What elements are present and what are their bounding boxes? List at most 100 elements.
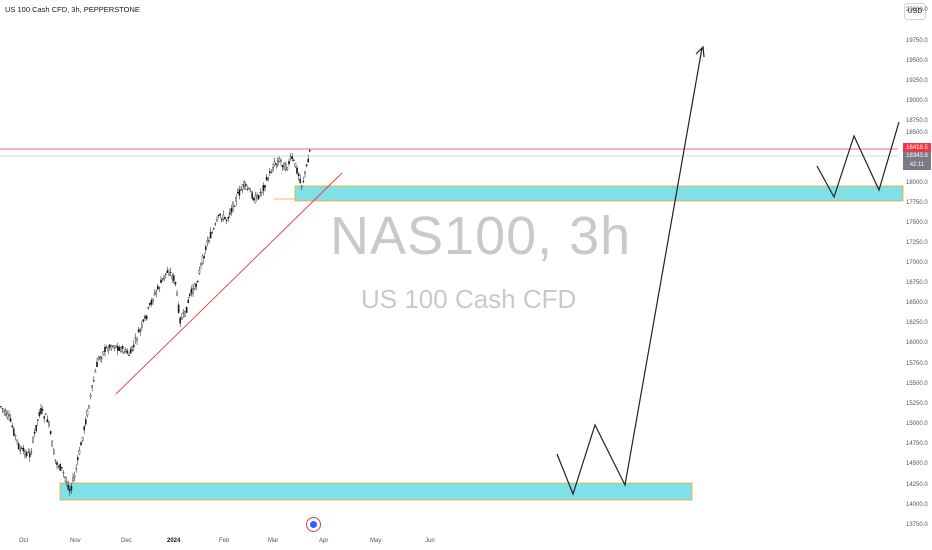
candle-body xyxy=(1,408,4,410)
price-tick: 14250.0 xyxy=(906,482,928,488)
candle-body xyxy=(184,310,186,317)
candle-body xyxy=(201,255,204,264)
candle-body xyxy=(72,477,74,481)
candle-body xyxy=(112,345,114,347)
candle-body xyxy=(251,192,254,199)
candle-body xyxy=(267,177,270,181)
candle-body xyxy=(155,291,158,294)
candle-body xyxy=(171,275,174,280)
price-tick: 15500.0 xyxy=(906,381,928,387)
candle-body xyxy=(241,184,244,190)
candle-body xyxy=(33,431,36,434)
price-tick: 17000.0 xyxy=(906,260,928,266)
candle-body xyxy=(190,288,193,294)
currency-button[interactable]: USD xyxy=(904,3,926,20)
candle-body xyxy=(294,162,297,168)
candle-body xyxy=(217,214,220,216)
economic-events-icon[interactable] xyxy=(306,517,321,532)
candle-body xyxy=(53,449,55,455)
candle-body xyxy=(262,185,265,191)
candle-body xyxy=(8,414,10,417)
candle-body xyxy=(97,357,100,360)
candle-body xyxy=(182,312,185,314)
candle-body xyxy=(80,442,82,446)
candle-body xyxy=(297,173,300,176)
price-tick: 16250.0 xyxy=(906,320,928,326)
candle-body xyxy=(120,347,122,353)
candle-body xyxy=(289,156,292,159)
time-label: Feb xyxy=(219,538,230,544)
candle-body xyxy=(240,189,242,191)
candle-body xyxy=(198,270,201,274)
price-tick: 13750.0 xyxy=(906,522,928,528)
candle-body xyxy=(275,163,278,166)
price-tick: 17250.0 xyxy=(906,240,928,246)
description-watermark: US 100 Cash CFD xyxy=(361,284,577,314)
candle-body xyxy=(200,263,202,266)
resistance-zone-upper xyxy=(294,185,904,202)
candle-body xyxy=(104,346,106,352)
candle-body xyxy=(12,428,15,436)
candle-body xyxy=(142,319,145,322)
candle-body xyxy=(48,421,50,426)
support-zone-lower xyxy=(59,482,693,501)
candle-body xyxy=(212,228,215,230)
candle-body xyxy=(222,214,225,220)
candle-body xyxy=(51,440,53,447)
candle-body xyxy=(249,190,252,193)
candle-body xyxy=(17,443,20,450)
candle-body xyxy=(126,350,129,354)
candle-body xyxy=(140,323,143,328)
candle-body xyxy=(91,385,93,388)
time-label: May xyxy=(370,538,382,544)
candle-body xyxy=(180,317,183,320)
time-label: Dec xyxy=(121,538,132,544)
time-label-year: 2024 xyxy=(167,538,181,544)
candle-body xyxy=(6,413,9,418)
candle-body xyxy=(38,412,41,416)
candle-body xyxy=(301,185,303,187)
candle-body xyxy=(161,278,164,280)
candle-body xyxy=(67,484,69,490)
candle-body xyxy=(168,273,170,276)
candle-body xyxy=(235,196,238,202)
candle-body xyxy=(224,216,226,220)
candle-body xyxy=(283,162,286,170)
candle-body xyxy=(265,176,268,180)
candle-body xyxy=(299,178,302,184)
last-price-label: 18418.5 xyxy=(903,143,931,152)
candle-body xyxy=(259,192,262,194)
candle-body xyxy=(11,425,14,428)
price-tick: 18500.0 xyxy=(906,130,928,136)
candle-body xyxy=(166,270,169,273)
candle-body xyxy=(110,346,113,350)
candle-body xyxy=(252,198,255,201)
candle-body xyxy=(163,275,166,280)
candle-body xyxy=(19,449,22,452)
candle-body xyxy=(0,406,2,408)
candlestick-series xyxy=(0,149,311,496)
candle-body xyxy=(214,223,217,225)
candle-body xyxy=(43,416,45,419)
candle-body xyxy=(264,185,266,188)
price-axis[interactable]: 20000.0 19750.0 19500.0 19250.0 19000.0 … xyxy=(898,0,932,550)
price-tick: 16000.0 xyxy=(906,340,928,346)
candle-body xyxy=(35,425,37,431)
candle-body xyxy=(21,447,23,449)
candle-body xyxy=(49,431,52,434)
candle-body xyxy=(216,219,218,222)
time-label: Nov xyxy=(70,538,81,544)
candle-body xyxy=(246,188,249,190)
candle-body xyxy=(169,271,172,274)
ask-price-value: 18343.8 xyxy=(906,153,928,159)
candle-body xyxy=(248,187,250,190)
price-tick: 19750.0 xyxy=(906,38,928,44)
candle-body xyxy=(187,299,190,303)
projection-path-lower xyxy=(556,47,703,496)
candle-body xyxy=(99,356,101,359)
candle-body xyxy=(61,467,63,469)
candle-body xyxy=(196,281,199,283)
price-tick: 17750.0 xyxy=(906,200,928,206)
candle-body xyxy=(75,468,77,470)
